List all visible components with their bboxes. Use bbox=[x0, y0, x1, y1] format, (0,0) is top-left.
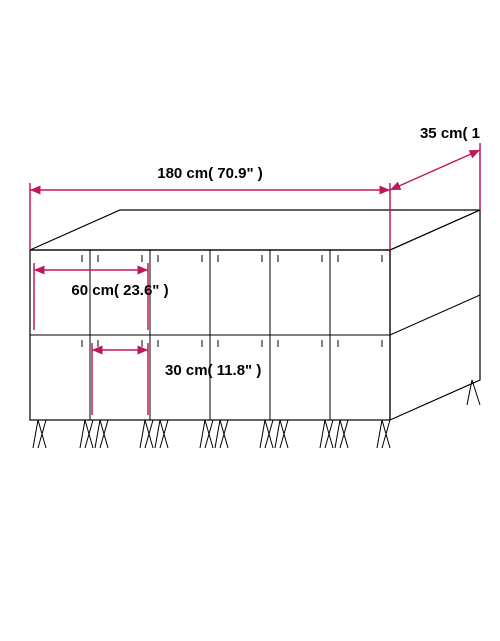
side-shelf-line bbox=[390, 295, 480, 335]
legs bbox=[33, 380, 480, 448]
label-width-180: 180 cm( 70.9" ) bbox=[157, 165, 263, 182]
label-door-60: 60 cm( 23.6" ) bbox=[71, 282, 168, 299]
furniture-outline bbox=[30, 210, 480, 448]
dimension-door-30: 30 cm( 11.8" ) bbox=[92, 343, 261, 415]
label-door-30: 30 cm( 11.8" ) bbox=[165, 362, 261, 379]
dimension-width-180: 180 cm( 70.9" ) bbox=[30, 165, 390, 250]
dimension-depth-35: 35 cm( 1 bbox=[390, 125, 480, 210]
top-panel bbox=[30, 210, 480, 250]
handle-marks-row1 bbox=[82, 255, 382, 262]
label-depth-35: 35 cm( 1 bbox=[420, 125, 480, 142]
dimension-door-60: 60 cm( 23.6" ) bbox=[34, 263, 169, 330]
handle-marks-row2 bbox=[82, 340, 382, 347]
